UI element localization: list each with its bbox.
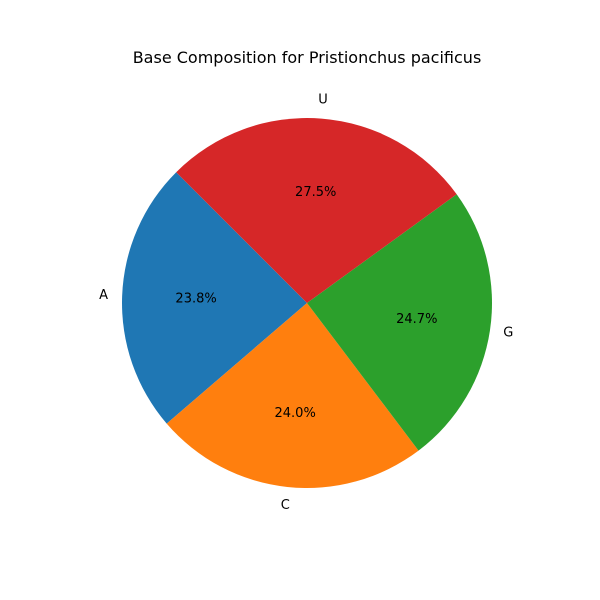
slice-label-g: G: [503, 325, 513, 340]
pct-label-g: 24.7%: [396, 312, 437, 327]
pct-label-u: 27.5%: [295, 185, 336, 200]
pie-slices: [122, 118, 492, 488]
pie-slice-u: [176, 118, 457, 304]
pie-slice-c: [166, 303, 419, 488]
slice-label-u: U: [318, 93, 328, 108]
pie-slice-a: [122, 172, 307, 424]
slice-label-a: A: [99, 288, 108, 303]
pct-label-c: 24.0%: [275, 406, 316, 421]
pie-labels: A 23.8% C 24.0% G 24.7% U 27.5%: [99, 93, 513, 513]
slice-label-c: C: [281, 498, 290, 513]
pie-slice-g: [307, 194, 492, 451]
pct-label-a: 23.8%: [175, 291, 216, 306]
chart-title: Base Composition for Pristionchus pacifi…: [133, 48, 482, 67]
